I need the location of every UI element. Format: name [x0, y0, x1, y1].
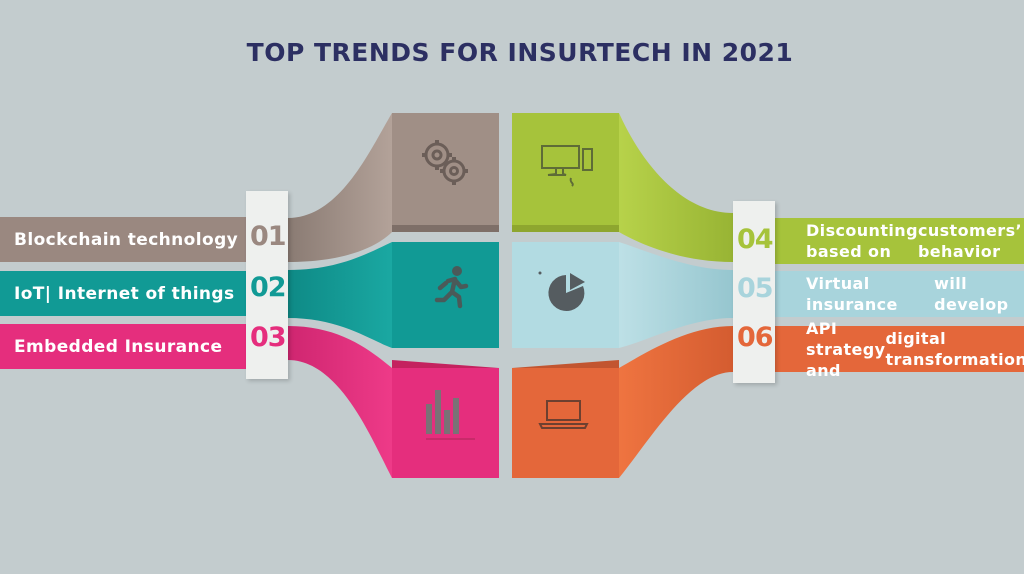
ribbon-embedded: [288, 326, 392, 478]
trend-04-label-line2: customers’ behavior: [917, 221, 1022, 261]
block-api-top: [512, 360, 619, 368]
block-iot: [392, 242, 499, 348]
trend-02-number: 02: [250, 272, 287, 303]
block-discounting: [512, 113, 619, 231]
number-card-left: [246, 191, 288, 379]
trend-05-band: Virtual insurance will develop: [775, 271, 1024, 317]
trend-03-label: Embedded Insurance: [14, 336, 223, 357]
trend-06-number: 06: [737, 322, 774, 353]
bar-chart-icon: [426, 390, 475, 440]
ribbon-virtual: [619, 242, 733, 348]
laptop-icon: [538, 400, 589, 429]
block-blockchain-shadow: [392, 225, 499, 232]
ribbon-iot: [288, 242, 392, 348]
trend-01-band: Blockchain technology: [0, 217, 246, 262]
trend-06-band: API strategy and digital transformation: [775, 319, 1024, 380]
trend-01-label: Blockchain technology: [14, 229, 239, 250]
trend-06-label-line1: API strategy and: [806, 318, 886, 380]
trend-06-label-line2: digital transformation: [885, 329, 1024, 369]
running-person-icon: [434, 266, 469, 309]
ribbon-discounting: [619, 113, 733, 262]
gears-icon: [422, 140, 468, 185]
trend-05-number: 05: [737, 273, 774, 304]
trend-02-band: IoT| Internet of things: [0, 271, 246, 316]
trend-01-number: 01: [250, 221, 287, 252]
trend-05-label-line1: Virtual insurance: [806, 274, 898, 314]
trend-04-band: Discounting based on customers’ behavior: [775, 218, 1024, 264]
ribbon-api: [619, 326, 733, 478]
trend-04-label-line1: Discounting based on: [806, 221, 918, 261]
trend-05-label-line2: will develop: [934, 274, 1009, 314]
ribbon-blockchain: [288, 113, 392, 262]
block-discounting-shadow: [512, 225, 619, 232]
trend-03-number: 03: [250, 322, 287, 353]
trend-04-number: 04: [737, 224, 774, 255]
page-title: TOP TRENDS FOR INSURTECH IN 2021: [246, 38, 794, 67]
trend-03-band: Embedded Insurance: [0, 324, 246, 369]
desktop-computer-icon: [541, 145, 593, 187]
trend-02-label: IoT| Internet of things: [14, 283, 235, 304]
block-embedded-top: [392, 360, 499, 368]
pie-chart-icon: [538, 271, 585, 311]
number-card-right: [733, 201, 775, 383]
